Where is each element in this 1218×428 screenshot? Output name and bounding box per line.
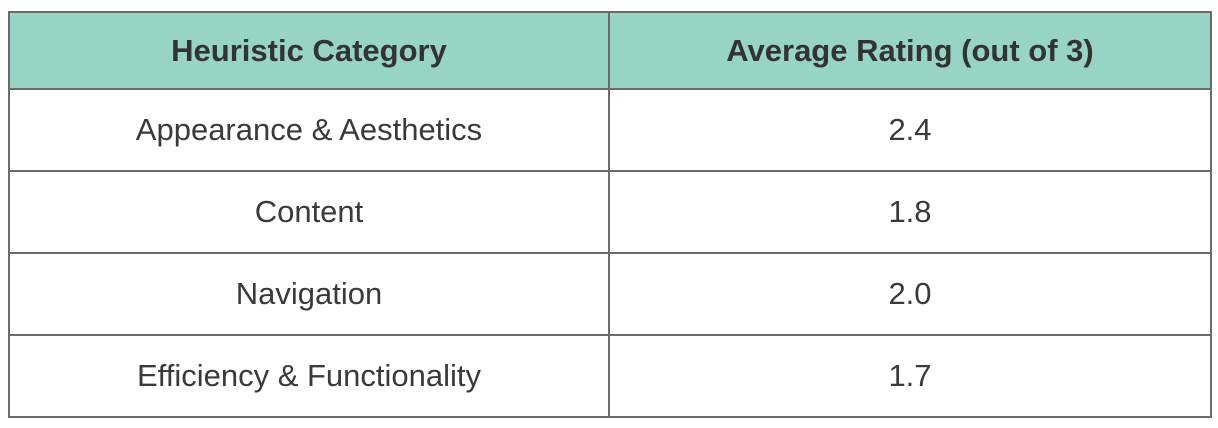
table-header: Heuristic Category Average Rating (out o… [8, 11, 1212, 90]
category-cell: Navigation [8, 252, 610, 336]
header-row: Heuristic Category Average Rating (out o… [8, 11, 1212, 90]
table-row: Navigation 2.0 [8, 252, 1212, 336]
table-body: Appearance & Aesthetics 2.4 Content 1.8 … [8, 88, 1212, 418]
table-row: Efficiency & Functionality 1.7 [8, 334, 1212, 418]
header-average-rating: Average Rating (out of 3) [608, 11, 1212, 90]
table-row: Appearance & Aesthetics 2.4 [8, 88, 1212, 172]
rating-cell: 2.4 [608, 88, 1212, 172]
category-cell: Efficiency & Functionality [8, 334, 610, 418]
category-cell: Content [8, 170, 610, 254]
header-heuristic-category: Heuristic Category [8, 11, 610, 90]
heuristic-ratings-table: Heuristic Category Average Rating (out o… [8, 11, 1212, 418]
table-row: Content 1.8 [8, 170, 1212, 254]
rating-cell: 1.7 [608, 334, 1212, 418]
ratings-table-container: Heuristic Category Average Rating (out o… [8, 11, 1212, 418]
category-cell: Appearance & Aesthetics [8, 88, 610, 172]
rating-cell: 1.8 [608, 170, 1212, 254]
rating-cell: 2.0 [608, 252, 1212, 336]
